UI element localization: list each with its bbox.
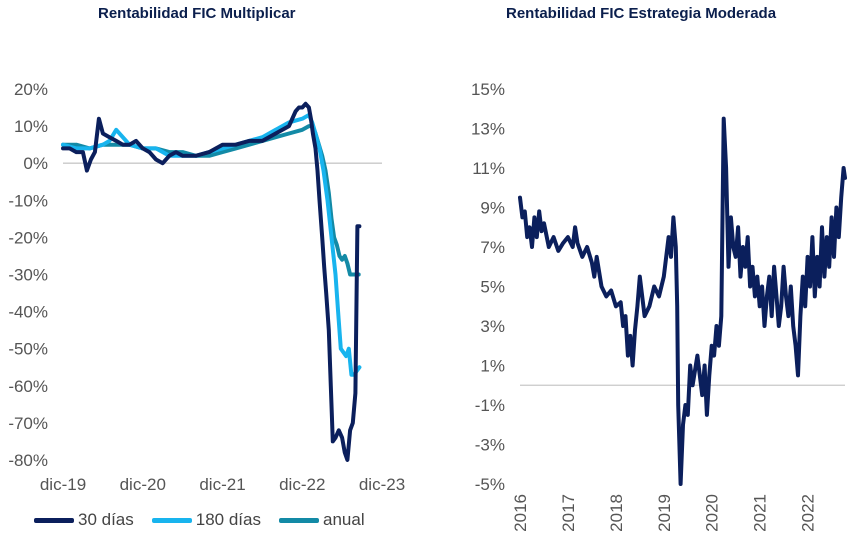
chart2-y-tick-label: 13% <box>471 120 505 139</box>
chart2-x-tick-label: 2021 <box>751 494 770 532</box>
chart1-y-tick-label: 0% <box>23 154 48 173</box>
chart2-y-tick-label: 5% <box>480 278 505 297</box>
chart1-y-tick-label: -60% <box>8 377 48 396</box>
chart2-y-tick-label: -3% <box>475 436 505 455</box>
chart2-x-tick-label: 2022 <box>799 494 818 532</box>
chart2-series-line <box>518 116 847 486</box>
chart1-y-tick-label: -50% <box>8 340 48 359</box>
legend-swatch <box>151 517 192 523</box>
chart2-y-tick-label: 3% <box>480 317 505 336</box>
chart1-plot: 20% 10% 0% -10% -20% -30% -40% -50% -60% -70% -80%… <box>8 80 405 494</box>
chart2-x-tick-label: 2020 <box>703 494 722 532</box>
chart1-y-tick-label: -10% <box>8 191 48 210</box>
chart1-y-tick-label: -40% <box>8 303 48 322</box>
chart1-x-tick-label: dic-23 <box>359 475 405 494</box>
chart1-y-tick-label: -20% <box>8 228 48 247</box>
chart2-x-tick-label: 2017 <box>559 494 578 532</box>
chart1-y-tick-label: -30% <box>8 266 48 285</box>
chart1-y-tick-label: -70% <box>8 414 48 433</box>
legend-item-anual: anual <box>279 510 365 530</box>
chart2-y-tick-label: 11% <box>472 159 505 178</box>
chart2-x-tick-label: 2016 <box>511 494 530 532</box>
chart2-plot: 15% 13% 11% 9% 7% 5% 3% 1% -1% -3% -5% 2016 2017 2018… <box>471 80 847 532</box>
chart1-x-tick-label: dic-20 <box>120 475 166 494</box>
chart2-y-tick-label: 1% <box>480 357 505 376</box>
chart2-y-tick-label: 9% <box>480 199 505 218</box>
chart2-y-tick-label: -5% <box>475 475 505 494</box>
chart2-x-tick-label: 2018 <box>607 494 626 532</box>
chart1-x-tick-label: dic-22 <box>279 475 325 494</box>
legend-item-180-dias: 180 días <box>151 510 261 530</box>
chart1-series-line <box>61 101 362 462</box>
chart2-x-tick-label: 2019 <box>655 494 674 532</box>
legend-label: anual <box>323 510 365 529</box>
legend-item-30-dias: 30 días <box>34 510 134 530</box>
chart2-y-tick-label: 15% <box>471 80 505 99</box>
chart1-title: Rentabilidad FIC Multiplicar <box>98 5 296 22</box>
chart2-y-tick-label: 7% <box>480 238 505 257</box>
chart1-x-tick-label: dic-19 <box>40 475 86 494</box>
chart2-y-tick-label: -1% <box>475 396 505 415</box>
legend-label: 180 días <box>195 510 261 529</box>
chart1-y-tick-label: 20% <box>14 80 48 99</box>
chart2-title: Rentabilidad FIC Estrategia Moderada <box>506 5 777 22</box>
chart1-legend: 30 días 180 días anual <box>34 510 383 530</box>
legend-label: 30 días <box>78 510 134 529</box>
legend-swatch <box>34 517 74 523</box>
legend-swatch <box>279 517 319 523</box>
chart1-y-tick-label: 10% <box>14 117 48 136</box>
chart1-y-tick-label: -80% <box>8 451 48 470</box>
chart1-x-tick-label: dic-21 <box>199 475 245 494</box>
